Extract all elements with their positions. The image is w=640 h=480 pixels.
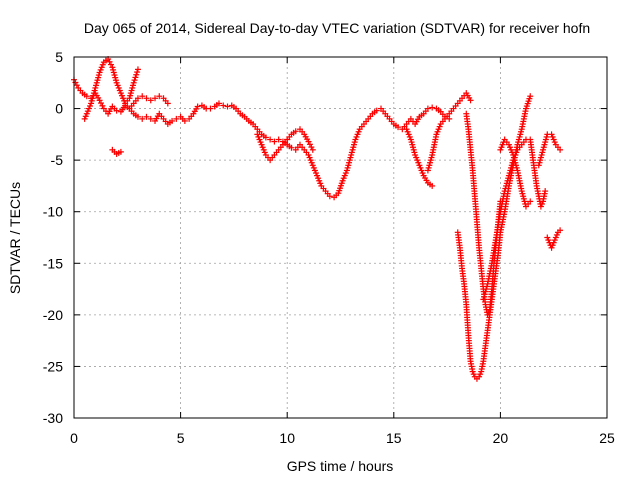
x-tick-label: 15 (386, 430, 402, 446)
data-point-plus (152, 95, 159, 102)
data-point-plus (429, 182, 436, 189)
x-tick-label: 25 (599, 430, 615, 446)
data-point-plus (147, 115, 154, 122)
data-point-plus (271, 138, 278, 145)
y-tick-label: -30 (43, 410, 63, 426)
data-point-plus (113, 107, 120, 114)
data-point-plus (395, 124, 402, 131)
y-tick-label: -10 (43, 204, 63, 220)
data-point-plus (143, 95, 150, 102)
data-point-plus (262, 134, 269, 141)
data-point-plus (107, 61, 114, 68)
data-point-plus (133, 71, 140, 78)
data-point-plus (306, 141, 313, 148)
data-point-plus (207, 105, 214, 112)
data-point-plus (156, 93, 163, 100)
x-tick-label: 0 (70, 430, 78, 446)
data-point-plus (72, 79, 79, 86)
data-point-plus (527, 93, 534, 100)
x-axis-label: GPS time / hours (287, 458, 394, 474)
data-point-plus (117, 148, 124, 155)
data-point-plus (288, 144, 295, 151)
data-point-plus (83, 93, 90, 100)
data-point-plus (147, 97, 154, 104)
data-point-plus (309, 146, 316, 153)
data-point-plus (98, 100, 105, 107)
data-point-plus (134, 66, 141, 73)
data-point-plus (467, 97, 474, 104)
data-point-plus (267, 136, 274, 143)
y-tick-label: 5 (55, 49, 63, 65)
data-point-plus (143, 113, 150, 120)
data-point-plus (169, 117, 176, 124)
y-axis-label: SDTVAR / TECUs (7, 182, 23, 294)
data-point-plus (194, 103, 201, 110)
axis-ticks: 0 5 10 15 20 25 5 0 -5 -10 -15 -20 -25 -30 (43, 49, 615, 446)
data-point-plus (181, 117, 188, 124)
chart-title: Day 065 of 2014, Sidereal Day-to-day VTE… (84, 20, 590, 36)
grid-lines (74, 57, 607, 418)
data-point-plus (134, 113, 141, 120)
data-point-plus (220, 102, 227, 109)
data-point-plus (215, 100, 222, 107)
y-tick-label: -5 (51, 152, 64, 168)
x-tick-label: 5 (177, 430, 185, 446)
data-point-plus (73, 82, 80, 89)
data-points (71, 56, 564, 382)
data-point-plus (134, 69, 141, 76)
data-point-plus (139, 115, 146, 122)
data-point-plus (164, 100, 171, 107)
data-point-plus (557, 227, 564, 234)
data-point-plus (99, 102, 106, 109)
data-point-plus (131, 77, 138, 84)
data-point-plus (308, 144, 315, 151)
plot-frame (73, 56, 608, 419)
data-point-plus (106, 58, 113, 65)
y-tick-label: -20 (43, 307, 63, 323)
data-point-plus (130, 79, 137, 86)
data-point-plus (132, 74, 139, 81)
x-tick-label: 10 (279, 430, 295, 446)
data-point-plus (326, 193, 333, 200)
data-point-plus (557, 146, 564, 153)
data-point-plus (139, 93, 146, 100)
x-tick-label: 20 (493, 430, 509, 446)
y-tick-label: 0 (55, 101, 63, 117)
data-point-plus (173, 115, 180, 122)
data-point-plus (134, 95, 141, 102)
data-point-plus (424, 105, 431, 112)
y-tick-label: -15 (43, 255, 63, 271)
y-tick-label: -25 (43, 358, 63, 374)
data-point-plus (224, 103, 231, 110)
data-point-plus (373, 107, 380, 114)
data-point-plus (542, 188, 549, 195)
data-point-plus (429, 104, 436, 111)
data-point-plus (275, 136, 282, 143)
data-point-plus (292, 128, 299, 135)
data-point-plus (527, 198, 534, 205)
